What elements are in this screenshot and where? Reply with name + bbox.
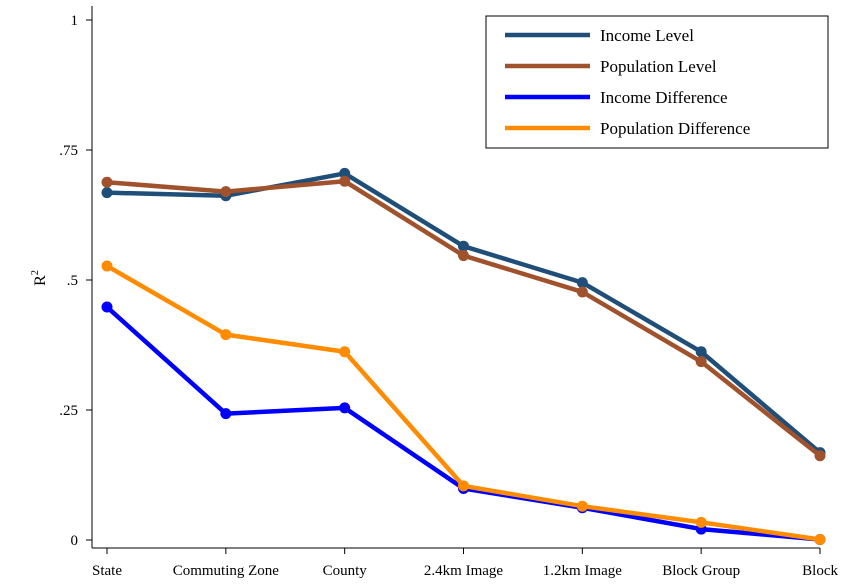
y-tick-label: 0 [71, 533, 79, 549]
data-point [220, 329, 232, 341]
legend-label: Population Level [600, 57, 717, 76]
data-point [339, 167, 351, 179]
legend-label: Income Difference [600, 88, 728, 107]
data-point [695, 356, 707, 368]
y-axis-label-main: R [32, 275, 49, 286]
y-ticks: 0 .25 .5 .75 1 [59, 13, 92, 549]
series-line [106, 171, 822, 455]
data-point [576, 500, 588, 512]
data-point [576, 286, 588, 298]
data-point [458, 250, 469, 262]
x-tick-label: 1.2km Image [543, 563, 622, 579]
legend-label: Population Difference [600, 119, 750, 138]
data-point [695, 516, 707, 528]
y-tick-label: 1 [71, 13, 79, 29]
data-point [220, 186, 232, 198]
y-axis-label-superscript: 2 [30, 270, 41, 275]
x-tick-label: County [323, 563, 368, 579]
series-line [105, 305, 821, 542]
x-ticks: State Commuting Zone County 2.4km Image 1.2k… [92, 548, 838, 579]
series-group [101, 167, 826, 545]
data-point [576, 277, 588, 289]
x-tick-label: Commuting Zone [173, 563, 280, 579]
legend-label: Income Level [600, 26, 694, 45]
data-point [458, 240, 469, 252]
data-point [458, 480, 469, 492]
data-point [339, 175, 351, 187]
x-tick-label: 2.4km Image [424, 563, 503, 579]
data-point [695, 346, 707, 358]
axes [91, 6, 820, 549]
y-axis-label: R2 [30, 270, 49, 286]
x-tick-label: Block Group [662, 563, 740, 579]
x-tick-label: Block [802, 563, 838, 579]
data-point [101, 187, 113, 199]
data-point [339, 346, 351, 358]
y-tick-label: .75 [59, 143, 78, 159]
data-point [101, 301, 113, 313]
y-tick-label: .25 [59, 403, 78, 419]
data-point [339, 402, 351, 414]
data-point [101, 260, 113, 272]
y-tick-label: .5 [67, 273, 78, 289]
data-point [220, 408, 232, 420]
data-point [814, 533, 826, 545]
series-line [106, 178, 822, 458]
legend: Income Level Population Level Income Diffe… [485, 15, 829, 149]
x-tick-label: State [92, 563, 122, 579]
data-point [101, 176, 113, 188]
data-point [814, 450, 826, 462]
